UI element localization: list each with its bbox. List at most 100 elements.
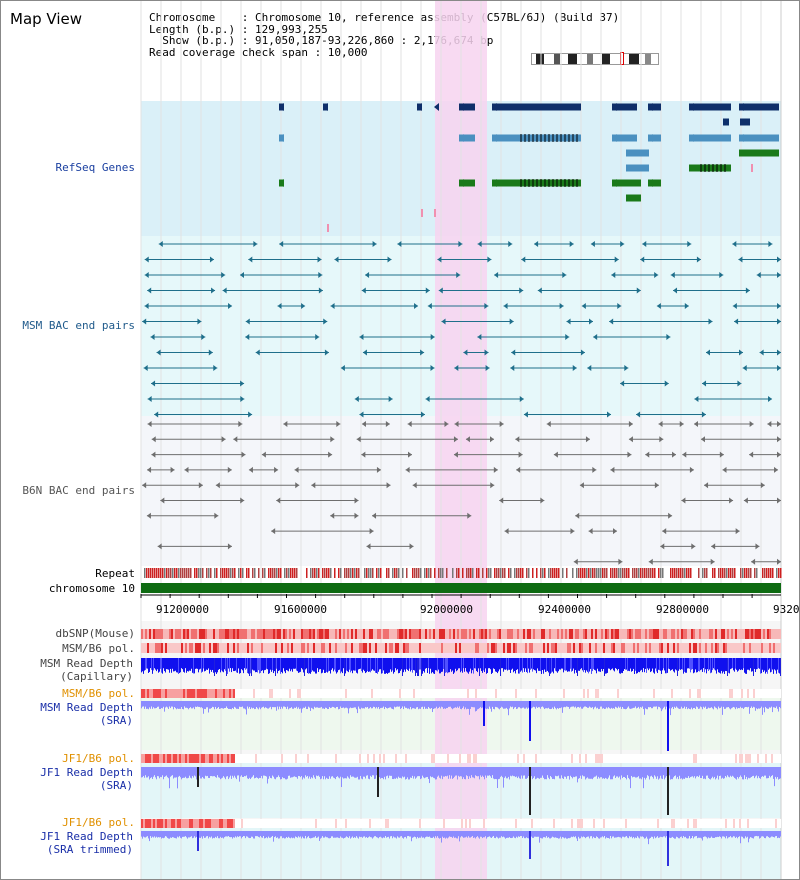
heat-cell	[557, 819, 559, 828]
depth-bar	[535, 767, 536, 780]
depth-bar	[641, 701, 642, 708]
depth-bar	[386, 767, 387, 777]
heat-cell	[667, 643, 669, 653]
heat-cell	[631, 689, 633, 698]
depth-bar	[780, 658, 781, 676]
depth-bar	[533, 767, 534, 778]
heat-cell	[541, 689, 543, 698]
depth-bar	[167, 658, 168, 670]
bac-end	[490, 436, 495, 443]
heat-cell	[221, 819, 223, 828]
depth-bar	[303, 767, 304, 778]
depth-bar	[428, 767, 429, 779]
heat-cell	[637, 629, 639, 639]
depth-bar	[757, 701, 758, 710]
bac-end	[142, 482, 147, 489]
depth-bar	[466, 701, 467, 710]
heat-cell	[691, 819, 693, 828]
depth-bar	[698, 701, 699, 709]
depth-bar	[188, 831, 189, 838]
heat-cell	[563, 629, 565, 639]
depth-bar	[597, 658, 598, 669]
heat-cell	[205, 643, 207, 653]
heat-cell	[449, 754, 451, 763]
depth-bar	[195, 701, 196, 707]
heat-cell	[589, 643, 591, 653]
bac-end	[691, 543, 696, 550]
heat-cell	[291, 643, 293, 653]
repeat-mark	[358, 568, 360, 578]
depth-bar	[239, 701, 240, 707]
depth-bar	[251, 831, 252, 837]
depth-bar	[246, 701, 247, 715]
heat-cell	[165, 629, 167, 639]
depth-bar	[636, 767, 637, 778]
heat-cell	[571, 629, 573, 639]
depth-bar	[506, 767, 507, 779]
heat-cell	[545, 643, 547, 653]
depth-bar	[723, 831, 724, 837]
depth-bar	[507, 831, 508, 838]
depth-bar	[653, 701, 654, 707]
depth-bar	[716, 831, 717, 838]
depth-bar	[561, 831, 562, 839]
depth-bar	[392, 658, 393, 671]
heat-cell	[587, 819, 589, 828]
depth-bar	[761, 701, 762, 707]
heat-cell	[461, 689, 463, 698]
heat-cell	[253, 643, 255, 653]
depth-bar	[432, 658, 433, 673]
bac-end	[405, 466, 410, 473]
depth-bar	[212, 658, 213, 670]
heat-cell	[179, 754, 181, 763]
depth-bar	[437, 701, 438, 709]
depth-bar	[571, 701, 572, 707]
depth-bar	[204, 831, 205, 838]
heat-cell	[419, 754, 421, 763]
depth-bar	[174, 767, 175, 778]
heat-cell	[763, 754, 765, 763]
depth-bar	[161, 701, 162, 708]
depth-bar	[557, 831, 558, 838]
heat-cell	[527, 689, 529, 698]
heat-cell	[347, 754, 349, 763]
bac-end	[503, 303, 508, 309]
depth-bar	[216, 658, 217, 674]
depth-bar	[724, 701, 725, 709]
depth-bar	[481, 701, 482, 709]
depth-bar	[336, 831, 337, 838]
heat-cell	[427, 629, 429, 639]
heat-cell	[677, 819, 679, 828]
depth-bar	[439, 831, 440, 839]
chromosome-ideogram[interactable]	[531, 52, 659, 65]
depth-bar	[411, 767, 412, 778]
heat-cell	[761, 689, 763, 698]
depth-bar	[476, 701, 477, 711]
depth-bar	[301, 831, 302, 839]
heat-cell	[549, 643, 551, 653]
depth-bar	[300, 701, 301, 709]
heat-cell	[299, 819, 301, 828]
depth-bar	[425, 767, 426, 778]
heat-cell	[731, 643, 733, 653]
depth-bar	[362, 658, 363, 673]
bac-end	[147, 421, 152, 427]
depth-bar	[358, 831, 359, 839]
repeat-mark	[714, 568, 716, 578]
heat-cell	[511, 643, 513, 653]
depth-bar	[501, 831, 502, 837]
bac-end	[777, 272, 781, 278]
depth-bar	[146, 767, 147, 778]
repeat-mark	[476, 568, 478, 578]
depth-bar	[519, 767, 520, 779]
depth-bar	[723, 658, 724, 672]
depth-bar	[667, 658, 668, 673]
depth-bar	[456, 767, 457, 776]
depth-bar	[510, 831, 511, 839]
heat-cell	[589, 629, 591, 639]
depth-bar	[511, 701, 512, 708]
depth-bar	[306, 831, 307, 839]
depth-bar	[758, 701, 759, 709]
heat-cell	[413, 643, 415, 653]
